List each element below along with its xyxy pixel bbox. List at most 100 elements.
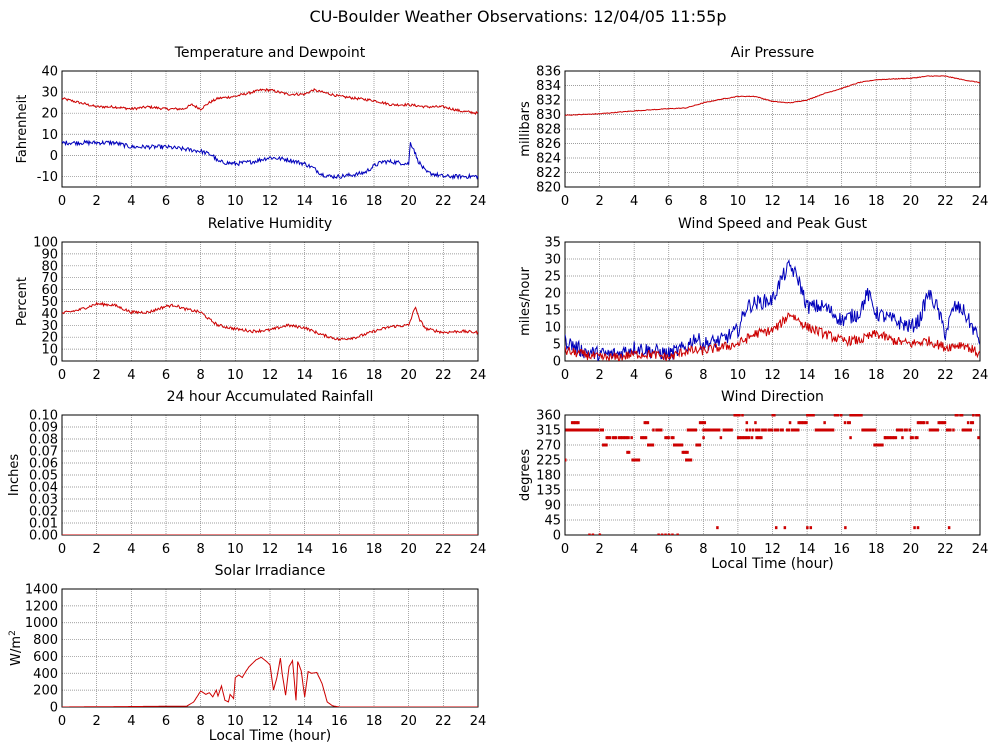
- chart-grid: [564, 241, 981, 362]
- y-tick-label: 60: [41, 283, 58, 298]
- x-tick-label: 12: [262, 194, 279, 209]
- wind-direction-point: [936, 428, 939, 432]
- wind-direction-point: [684, 450, 688, 454]
- wind-direction-point: [632, 458, 636, 462]
- y-tick-label: 0.02: [29, 505, 58, 520]
- wind-direction-point: [788, 421, 792, 425]
- y-tick-label: 5: [553, 338, 561, 353]
- wind-direction-point: [790, 428, 794, 432]
- y-tick-label: 0.00: [29, 529, 58, 544]
- wind-direction-point: [716, 526, 719, 530]
- x-tick-label: 20: [903, 542, 920, 557]
- x-tick-label: 8: [197, 714, 205, 729]
- wind-direction-point: [607, 436, 610, 440]
- plot-area: [62, 656, 478, 707]
- wind-direction-point: [717, 428, 721, 432]
- x-tick-label: 6: [162, 194, 170, 209]
- x-tick-label: 10: [227, 194, 244, 209]
- wind-direction-point: [698, 443, 702, 447]
- y-tick-label: 830: [536, 108, 561, 123]
- wind-direction-point: [701, 421, 705, 425]
- wind-direction-point: [922, 421, 926, 425]
- x-tick-label: 22: [435, 194, 452, 209]
- wind-direction-point: [824, 428, 827, 432]
- chart-grid: [61, 70, 479, 187]
- wind-direction-point: [572, 421, 575, 425]
- wind-direction-point: [896, 428, 899, 432]
- wind-direction-point: [579, 428, 583, 432]
- wind-direction-point: [889, 436, 893, 440]
- wind-direction-point: [644, 436, 648, 440]
- plot-area: [565, 414, 980, 535]
- y-tick-label: 828: [536, 123, 561, 138]
- wind-direction-point: [648, 443, 652, 447]
- wind-direction-point: [767, 428, 771, 432]
- wind-direction-point: [891, 436, 895, 440]
- wind-direction-point: [852, 414, 855, 417]
- wind-direction-point: [797, 421, 800, 425]
- wind-direction-point: [870, 428, 874, 432]
- wind-direction-point: [574, 421, 577, 425]
- x-tick-label: 2: [595, 194, 603, 209]
- x-tick-label: 2: [93, 368, 101, 383]
- wind-direction-point: [814, 428, 818, 432]
- plot-area: [565, 75, 980, 116]
- x-tick-label: 24: [470, 714, 487, 729]
- wind-direction-point: [844, 526, 847, 530]
- wind-direction-point: [881, 443, 884, 447]
- wind-direction-point: [703, 421, 707, 425]
- wind-direction-point: [745, 421, 749, 425]
- chart-title: Wind Direction: [721, 389, 824, 405]
- x-axis-label: Local Time (hour): [711, 556, 833, 572]
- y-tick-label: 400: [33, 667, 58, 682]
- x-tick-label: 4: [630, 194, 638, 209]
- wind-direction-point: [855, 414, 859, 417]
- wind-direction-point: [686, 458, 690, 462]
- wind-direction-point: [858, 414, 862, 417]
- wind-direction-point: [570, 421, 574, 425]
- wind-direction-point: [762, 428, 766, 432]
- x-tick-label: 22: [937, 542, 954, 557]
- x-tick-label: 14: [799, 194, 816, 209]
- y-tick-label: 800: [33, 633, 58, 648]
- wind-direction-point: [716, 428, 719, 432]
- wind-direction-point: [728, 428, 732, 432]
- wind-direction-point: [650, 443, 653, 447]
- wind-direction-point: [655, 428, 658, 432]
- wind-direction-point: [770, 428, 774, 432]
- x-tick-label: 6: [162, 368, 170, 383]
- x-tick-label: 6: [162, 542, 170, 557]
- plot-frame: [61, 588, 479, 708]
- y-tick-label: 90: [41, 247, 58, 262]
- wind-direction-point: [576, 428, 579, 432]
- temp-series-line-blue: [62, 139, 478, 181]
- wind-direction-point: [776, 428, 780, 432]
- wind-direction-point: [945, 428, 949, 432]
- wind-direction-point: [970, 421, 973, 425]
- wind-direction-point: [595, 428, 598, 432]
- wind-direction-point: [724, 428, 727, 432]
- wind-direction-point: [627, 436, 630, 440]
- y-tick-label: 0: [553, 355, 561, 370]
- wind-direction-point: [873, 428, 877, 432]
- wind-direction-point: [591, 533, 595, 535]
- wind-direction-point: [862, 428, 866, 432]
- wind-direction-point: [727, 428, 730, 432]
- wind-series-line-red: [565, 312, 980, 361]
- wind-direction-point: [931, 428, 935, 432]
- y-tick-label: 20: [41, 331, 58, 346]
- x-tick-label: 0: [561, 194, 569, 209]
- wind-direction-point: [713, 428, 716, 432]
- y-tick-label: 25: [544, 270, 561, 285]
- y-tick-label: -10: [37, 170, 58, 185]
- wind-direction-point: [949, 428, 952, 432]
- wind-direction-point: [754, 428, 758, 432]
- x-tick-label: 14: [799, 542, 816, 557]
- wind-direction-point: [748, 428, 752, 432]
- y-tick-label: 0: [50, 355, 58, 370]
- wind-direction-point: [722, 428, 726, 432]
- wind-direction-point: [667, 533, 671, 535]
- wind-direction-point: [894, 436, 898, 440]
- wind-direction-point: [685, 458, 688, 462]
- wind-direction-point: [919, 421, 923, 425]
